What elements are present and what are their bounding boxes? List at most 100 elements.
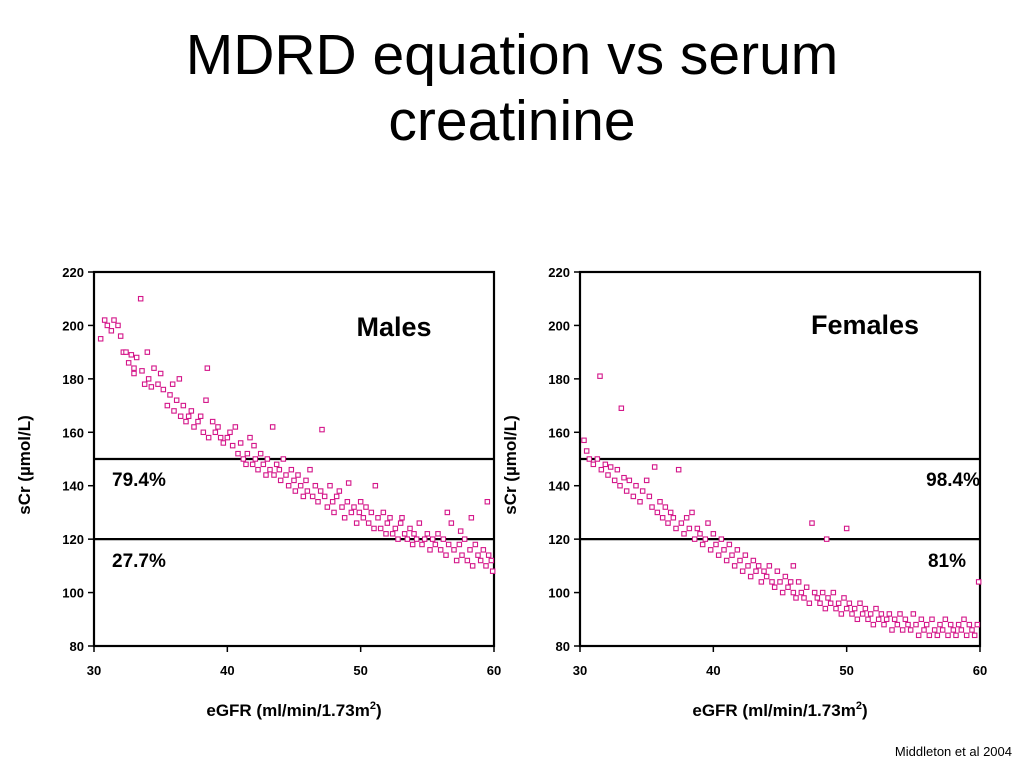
data-point [345,480,352,486]
data-point [203,397,209,403]
data-point [399,515,405,521]
series-points [581,373,982,639]
data-point [484,498,491,505]
data-point [300,493,307,500]
data-point [891,616,898,623]
data-point [649,504,655,510]
data-point [377,525,384,532]
data-point [657,498,663,505]
data-point [955,621,962,628]
data-point [626,477,633,484]
x-axis-label: eGFR (ml/min/1.73m2) [206,700,381,720]
y-tick-label: 140 [62,479,84,494]
data-point [905,621,911,628]
data-point [801,595,807,601]
data-point [771,584,778,590]
data-point [271,472,277,478]
data-point [630,493,637,500]
data-point [921,627,927,633]
panel-label: Females [811,310,919,340]
data-point [723,557,730,564]
data-point [857,600,863,607]
data-point [141,381,148,387]
data-point [371,525,377,532]
data-point [164,402,171,409]
data-point [793,595,799,601]
data-point [899,627,906,633]
data-point [195,418,201,425]
data-point [838,611,845,617]
data-point [285,482,292,489]
data-point [633,482,639,489]
data-point [448,520,455,526]
data-point [363,504,369,510]
data-point [297,482,304,489]
data-point [623,488,630,494]
data-point [710,531,717,537]
data-point [785,584,791,590]
data-point [115,322,121,329]
data-point [264,456,271,462]
data-point [204,365,211,371]
data-point [435,531,441,537]
data-point [691,536,698,542]
y-tick-label: 160 [548,425,570,440]
data-point [611,477,618,484]
data-point [483,563,489,569]
data-point [753,568,759,574]
data-point [232,424,239,430]
data-point [155,381,161,387]
data-point [931,627,938,633]
data-point [467,547,473,553]
data-point [822,605,829,612]
data-point [825,595,831,601]
data-point [697,531,703,537]
data-point [975,579,982,585]
x-tick-label: 60 [487,663,501,678]
y-tick-label: 100 [548,586,570,601]
data-point [157,370,164,377]
data-point [731,563,738,569]
data-point [169,381,176,387]
data-point [397,520,404,526]
data-point [583,448,590,454]
y-tick-label: 180 [62,372,84,387]
data-point [673,525,679,532]
percentage-annotation: 81% [928,551,966,572]
data-point [806,600,813,607]
data-point [915,632,922,639]
data-point [309,493,316,500]
data-point [244,450,251,457]
data-point [918,616,925,623]
data-point [485,552,492,558]
data-point [459,552,465,558]
data-point [451,547,457,553]
data-point [145,376,152,382]
data-point [407,525,413,532]
data-point [867,611,874,617]
data-point [368,509,375,516]
x-tick-label: 60 [973,663,987,678]
data-point [280,456,287,462]
data-point [384,520,391,526]
data-point [125,360,132,366]
data-point [392,525,399,532]
data-point [351,504,357,510]
data-point [737,557,743,564]
data-point [104,322,111,329]
data-point [969,627,975,633]
data-point [830,589,837,596]
data-point [360,515,367,521]
data-point [307,466,313,473]
data-point [421,536,428,542]
data-point [939,627,946,633]
data-point [694,525,701,532]
data-point [881,621,887,628]
data-point [205,434,212,441]
data-point [913,621,919,628]
data-point [617,482,623,489]
data-point [160,386,167,393]
y-tick-label: 100 [62,586,84,601]
data-point [950,627,957,633]
